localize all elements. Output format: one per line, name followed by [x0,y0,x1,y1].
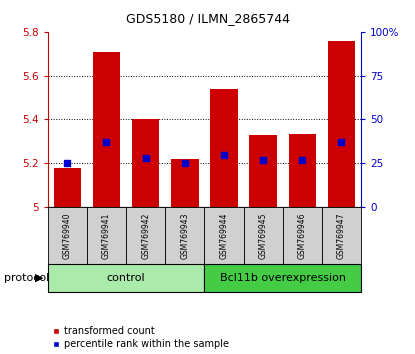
Point [221,152,227,157]
Bar [165,207,204,264]
Bar [283,207,322,264]
Bar [210,89,238,207]
Bar [132,119,159,207]
Point [64,160,71,166]
Bar [93,52,120,207]
Point [299,157,305,162]
Bar [205,264,361,292]
Text: GSM769941: GSM769941 [102,212,111,259]
Text: GSM769945: GSM769945 [259,212,268,259]
Text: GSM769942: GSM769942 [141,212,150,259]
Text: GSM769947: GSM769947 [337,212,346,259]
Bar [87,207,126,264]
Bar [249,135,277,207]
Point [103,139,110,145]
Text: Bcl11b overexpression: Bcl11b overexpression [220,273,346,283]
Legend: transformed count, percentile rank within the sample: transformed count, percentile rank withi… [53,326,229,349]
Text: GDS5180 / ILMN_2865744: GDS5180 / ILMN_2865744 [125,12,290,25]
Bar [48,264,205,292]
Point [181,160,188,166]
Text: ▶: ▶ [35,273,44,283]
Bar [288,134,316,207]
Bar [244,207,283,264]
Bar [322,207,361,264]
Bar [126,207,165,264]
Text: GSM769946: GSM769946 [298,212,307,259]
Bar [328,41,355,207]
Bar [171,159,198,207]
Text: protocol: protocol [4,273,49,283]
Text: GSM769944: GSM769944 [220,212,229,259]
Text: GSM769943: GSM769943 [180,212,189,259]
Bar [54,168,81,207]
Bar [205,207,244,264]
Point [142,155,149,161]
Text: GSM769940: GSM769940 [63,212,72,259]
Text: control: control [107,273,145,283]
Bar [48,207,87,264]
Point [338,139,345,145]
Point [260,157,266,162]
